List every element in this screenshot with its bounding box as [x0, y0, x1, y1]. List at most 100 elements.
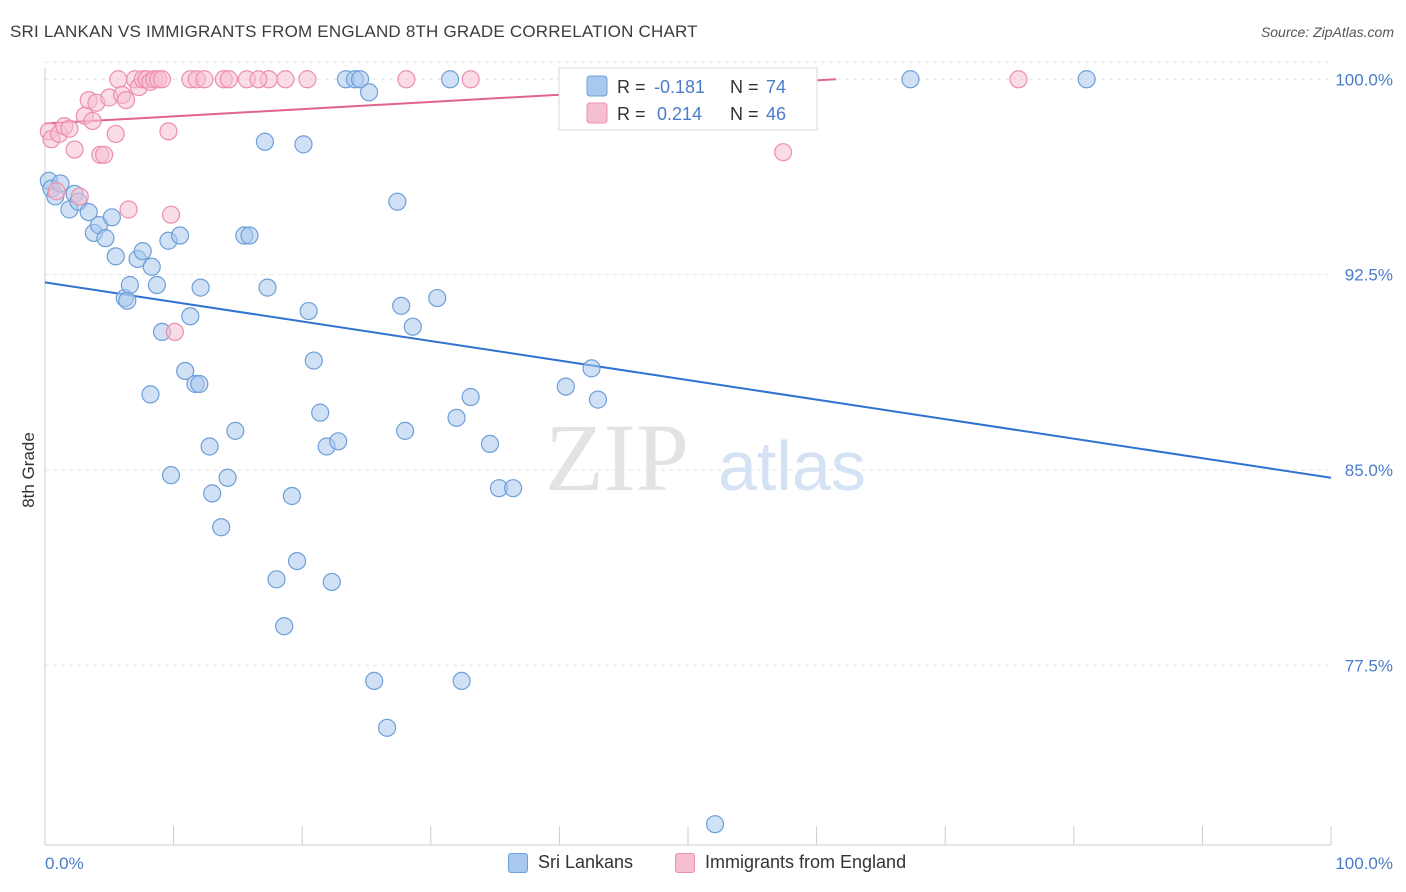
point-sri-lankans [556, 377, 575, 396]
point-england [106, 124, 125, 144]
point-sri-lankans [106, 247, 125, 266]
point-england [95, 145, 114, 164]
point-england [109, 70, 128, 89]
point-sri-lankans [141, 385, 160, 404]
point-sri-lankans [311, 403, 330, 422]
y-tick-label: 77.5% [1345, 656, 1393, 675]
point-sri-lankans [170, 226, 190, 245]
point-sri-lankans [120, 275, 139, 295]
point-england [461, 70, 480, 89]
legend-label-sri-lankans: Sri Lankans [538, 852, 634, 872]
point-sri-lankans [304, 351, 323, 370]
legend-swatch-sri-lankans-bottom [508, 852, 528, 873]
point-england [119, 200, 138, 219]
point-sri-lankans [118, 291, 137, 310]
point-england [397, 70, 416, 89]
points-layer [39, 70, 1096, 834]
point-sri-lankans [287, 552, 307, 571]
axis-layer: 77.5% 85.0% 92.5% 100.0% 0.0% 100.0% [44, 68, 1393, 873]
point-sri-lankans [181, 307, 200, 326]
point-sri-lankans [191, 278, 210, 297]
point-sri-lankans [582, 359, 601, 378]
point-sri-lankans [96, 229, 115, 248]
x-tick-label: 0.0% [45, 854, 84, 873]
point-england [219, 70, 238, 89]
point-england [298, 70, 317, 89]
point-sri-lankans [388, 192, 407, 211]
legend-r-label-1: R = [617, 104, 646, 124]
point-sri-lankans [447, 408, 466, 427]
point-england [774, 143, 793, 162]
point-england [1009, 70, 1028, 89]
point-sri-lankans [267, 570, 286, 589]
legend-r-value-0: -0.181 [654, 77, 705, 97]
point-sri-lankans [212, 518, 231, 537]
point-sri-lankans [147, 275, 166, 295]
point-sri-lankans [329, 432, 348, 451]
point-england [249, 70, 268, 89]
source-label: Source: ZipAtlas.com [1260, 24, 1394, 40]
point-sri-lankans [275, 617, 294, 636]
point-sri-lankans [200, 437, 219, 456]
point-sri-lankans [79, 202, 98, 222]
x-tick-label: 100.0% [1335, 854, 1393, 873]
legend-n-value-1: 46 [766, 104, 786, 124]
grid-layer [45, 61, 1331, 666]
point-england [60, 119, 79, 138]
point-sri-lankans [258, 278, 277, 297]
point-england [116, 90, 136, 110]
point-sri-lankans [452, 671, 471, 691]
point-sri-lankans [322, 572, 341, 592]
point-sri-lankans [403, 317, 422, 336]
point-england [161, 205, 181, 224]
point-england [47, 182, 66, 201]
point-sri-lankans [588, 390, 608, 409]
watermark-atlas: atlas [718, 427, 866, 505]
point-england [70, 187, 89, 206]
watermark-zip: ZIP [545, 404, 689, 511]
legend-label-england: Immigrants from England [705, 852, 907, 872]
point-sri-lankans [428, 288, 447, 308]
point-sri-lankans [294, 135, 313, 154]
legend-n-label-1: N = [730, 104, 759, 124]
point-sri-lankans [161, 466, 181, 485]
point-england [159, 122, 178, 141]
point-sri-lankans [504, 479, 523, 498]
legend-n-value-0: 74 [766, 77, 786, 97]
point-sri-lankans [359, 83, 379, 102]
point-england [195, 70, 214, 89]
y-tick-label: 100.0% [1335, 70, 1393, 89]
point-sri-lankans [350, 70, 370, 89]
y-tick-label: 85.0% [1345, 461, 1393, 480]
point-sri-lankans [102, 208, 121, 227]
point-england [65, 140, 84, 159]
point-sri-lankans [255, 132, 275, 151]
point-sri-lankans [1077, 70, 1096, 89]
point-england [165, 322, 184, 341]
legend-top: R = -0.181 N = 74 R = 0.214 N = 46 [558, 67, 818, 131]
legend-bottom: Sri Lankans Immigrants from England [0, 852, 1406, 878]
point-sri-lankans [282, 486, 302, 506]
legend-swatch-sri-lankans [586, 75, 608, 97]
point-england [83, 111, 102, 131]
point-sri-lankans [133, 242, 152, 261]
point-sri-lankans [226, 421, 245, 440]
point-england [276, 70, 295, 89]
legend-r-label-0: R = [617, 77, 646, 97]
trend-line-sri-lankans [44, 281, 1332, 479]
chart-title: SRI LANKAN VS IMMIGRANTS FROM ENGLAND 8T… [10, 22, 698, 41]
y-axis-title: 8th Grade [19, 432, 38, 508]
point-sri-lankans [203, 484, 222, 503]
point-sri-lankans [395, 421, 415, 440]
point-sri-lankans [705, 815, 725, 834]
legend-item-england[interactable]: Immigrants from England [675, 852, 906, 873]
point-sri-lankans [377, 718, 397, 737]
legend-swatch-england [586, 102, 608, 124]
legend-n-label-0: N = [730, 77, 759, 97]
legend-item-sri-lankans[interactable]: Sri Lankans [508, 852, 633, 873]
point-sri-lankans [240, 226, 259, 245]
point-sri-lankans [440, 70, 460, 89]
point-sri-lankans [392, 296, 411, 315]
watermark: ZIP atlas [545, 404, 866, 511]
